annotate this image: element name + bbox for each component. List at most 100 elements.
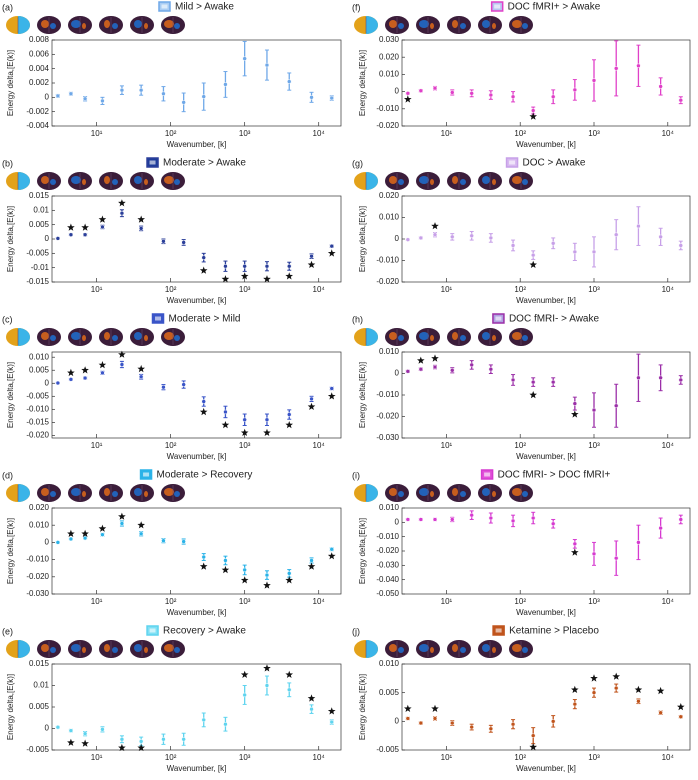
y-tick-label: 0.010 [379, 213, 400, 222]
brain-icon-part [398, 491, 404, 497]
y-tick-label: -0.020 [376, 412, 399, 421]
brain-icon-part [134, 332, 142, 340]
brain-icon-part [50, 491, 56, 497]
significance-star [137, 215, 145, 223]
data-point [678, 97, 684, 103]
x-axis-label: Wavenumber, [k] [167, 608, 227, 617]
brain-icon-part [112, 647, 118, 653]
data-point [286, 79, 292, 84]
brain-icon-part [452, 488, 458, 496]
x-tick-label: 10¹ [91, 129, 103, 138]
plot-frame [401, 663, 691, 751]
y-tick-label: -0.020 [26, 431, 49, 440]
legend-label: Moderate > Awake [163, 158, 246, 169]
panel: (e) Recovery > Awake -0.005 0 0.005 0.01 0.015… [2, 625, 342, 773]
data-point [82, 731, 88, 736]
plot-frame [51, 195, 342, 283]
data-point [530, 108, 536, 113]
data-point [119, 737, 125, 742]
x-tick-label: 10¹ [441, 129, 453, 138]
panel: (h) DOC fMRI- > Awake -0.030 -0.020 -0.010 0 0… [352, 313, 691, 461]
significance-star [199, 562, 208, 570]
panel-label: (d) [2, 470, 13, 480]
data-point [658, 234, 663, 240]
brain-icon-part [18, 16, 30, 34]
brain-icon-part [398, 335, 404, 341]
data-point [181, 382, 186, 387]
data-point [161, 737, 166, 742]
significance-star [81, 529, 89, 537]
x-axis-label: Wavenumber, [k] [516, 140, 576, 149]
plot-frame [51, 39, 342, 127]
y-axis-label: Energy delta,[E(k)] [6, 50, 15, 116]
significance-star [199, 266, 208, 274]
data-point [530, 379, 536, 385]
brain-icon-part [366, 172, 378, 190]
legend-swatch-inner [484, 472, 491, 477]
brain-icon-part [71, 176, 81, 184]
brain-icon-part [41, 488, 49, 496]
data-point [161, 538, 166, 543]
panel: (a) Mild > Awake -0.004 -0.002 0 0.002 0.004 0.… [2, 1, 342, 149]
data-point [450, 234, 455, 240]
brain-icon-part [452, 644, 458, 652]
x-tick-label: 10² [514, 753, 526, 762]
x-tick-label: 10⁴ [662, 597, 675, 606]
x-tick-label: 10³ [588, 285, 600, 294]
panel-label: (f) [352, 2, 361, 12]
data-point [636, 223, 641, 229]
data-point [309, 706, 314, 712]
x-tick-label: 10¹ [91, 441, 103, 450]
significance-star [263, 581, 271, 589]
significance-star [285, 576, 293, 584]
data-point [223, 409, 228, 415]
brain-icon-part [419, 332, 429, 340]
brain-icon-part [41, 644, 49, 652]
brain-icon-part [522, 179, 528, 185]
significance-star [199, 407, 208, 416]
y-tick-label: 0.020 [379, 52, 400, 61]
data-point [636, 540, 641, 545]
data-point [591, 551, 597, 557]
brain-icon-part [41, 176, 49, 184]
data-point [55, 540, 61, 545]
data-point [286, 687, 292, 693]
data-point [55, 236, 61, 241]
x-tick-label: 10³ [239, 441, 251, 450]
y-tick-label: -0.010 [26, 404, 49, 413]
x-axis-label: Wavenumber, [k] [167, 140, 227, 149]
panel: (f) DOC fMRI+ > Awake -0.020 -0.010 0 0.010 0.… [352, 1, 691, 149]
legend-swatch-inner [149, 628, 156, 633]
brain-icon-part [18, 640, 30, 658]
data-point [201, 94, 206, 99]
data-point [488, 92, 494, 98]
brain-icon-part [164, 176, 174, 184]
brain-icon-part [389, 332, 397, 340]
legend-swatch-inner [161, 4, 168, 9]
panel: (g) DOC > Awake -0.020 -0.010 0 0.010 0.020 10¹… [352, 157, 691, 305]
data-point [242, 692, 247, 698]
data-point [138, 739, 144, 744]
y-tick-label: 0.005 [29, 220, 50, 229]
brain-icon-part [174, 23, 180, 29]
data-point [138, 226, 144, 231]
brain-icon-part [174, 491, 180, 497]
y-tick-label: -0.050 [376, 589, 399, 598]
y-tick-label: -0.01 [31, 263, 50, 272]
y-tick-label: 0 [395, 87, 400, 96]
significance-star [327, 707, 336, 715]
data-point [264, 263, 270, 269]
x-tick-label: 10⁴ [313, 129, 326, 138]
y-axis-label: Energy delta,[E(k)] [358, 518, 367, 584]
significance-star [81, 223, 89, 231]
significance-star [285, 421, 293, 429]
panel-label: (e) [2, 626, 13, 636]
data-point [678, 714, 684, 719]
data-point [264, 62, 270, 68]
y-tick-label: -0.015 [26, 277, 49, 286]
significance-star [67, 738, 75, 746]
brain-icon-part [112, 23, 118, 29]
significance-star [81, 739, 89, 747]
x-tick-label: 10³ [588, 753, 600, 762]
